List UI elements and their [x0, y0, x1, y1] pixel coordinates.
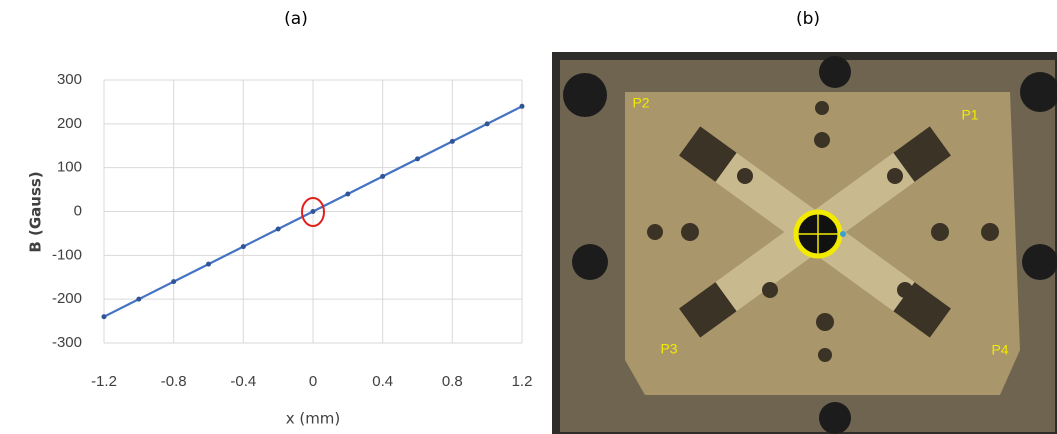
probe-label: P1	[961, 107, 978, 123]
data-point	[345, 191, 350, 196]
data-point	[450, 139, 455, 144]
data-point	[171, 279, 176, 284]
y-tick-label: 0	[74, 202, 82, 219]
data-point	[415, 156, 420, 161]
panel-label: (b)	[796, 9, 820, 29]
photo: P1 P2 P3 P4	[552, 52, 1057, 434]
hole	[1022, 244, 1057, 280]
data-point	[380, 174, 385, 179]
data-point	[485, 121, 490, 126]
x-tick-label: -0.8	[161, 373, 187, 390]
data-point	[520, 104, 525, 109]
panel-label: (a)	[284, 9, 308, 29]
data-point	[206, 262, 211, 267]
hole	[819, 402, 851, 434]
hole	[572, 244, 608, 280]
y-tick-label: -200	[52, 290, 82, 307]
probe-label: P3	[660, 341, 677, 357]
y-tick-label: 200	[57, 115, 82, 132]
plot-area: -300 -200 -100 0 100 200 300 -1.2 -0.8 -0.4 0 0.4 0.…	[52, 71, 532, 390]
x-tick-label: -1.2	[91, 373, 117, 390]
x-tick-label: 1.2	[512, 373, 533, 390]
figure: (a) (b) B (Gauss) x (mm) -300 -200 -100 0 10…	[0, 0, 1057, 434]
data-point	[241, 244, 246, 249]
x-axis-title: x (mm)	[286, 410, 341, 428]
data-point	[136, 297, 141, 302]
x-tick-label: 0	[309, 373, 317, 390]
hole	[563, 73, 607, 117]
data-point	[311, 209, 316, 214]
y-tick-label: -300	[52, 334, 82, 351]
probe-label: P4	[991, 342, 1008, 358]
data-point	[102, 314, 107, 319]
y-tick-label: -100	[52, 246, 82, 263]
x-tick-label: -0.4	[230, 373, 256, 390]
y-tick-label: 300	[57, 71, 82, 88]
y-axis-title: B (Gauss)	[27, 171, 45, 252]
x-tick-label: 0.8	[442, 373, 463, 390]
probe-label: P2	[632, 95, 649, 111]
data-point	[276, 227, 281, 232]
hole	[819, 56, 851, 88]
x-tick-label: 0.4	[372, 373, 393, 390]
y-tick-label: 100	[57, 159, 82, 176]
